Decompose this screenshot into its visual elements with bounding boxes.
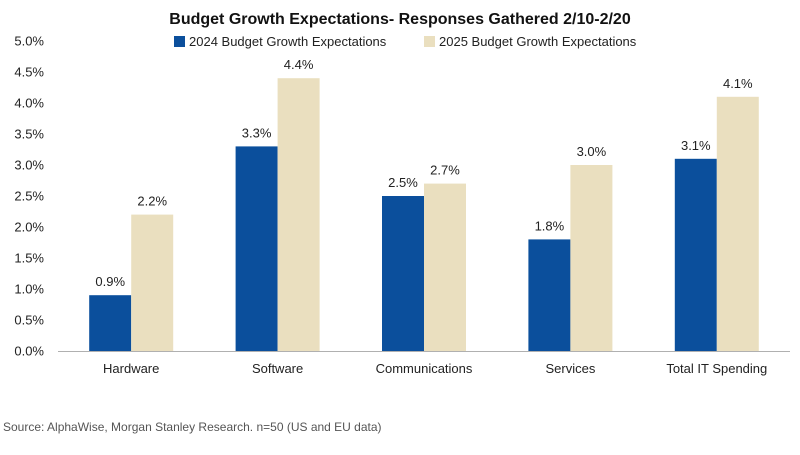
data-label: 2.2% (137, 194, 167, 209)
bar-2025-total-it-spending (716, 96, 759, 351)
data-label: 3.1% (681, 138, 711, 153)
legend-swatch-2024 (174, 36, 185, 47)
x-category-label: Services (545, 361, 595, 376)
source-note: Source: AlphaWise, Morgan Stanley Resear… (3, 420, 382, 434)
bar-2024-services (528, 239, 571, 351)
data-label: 4.4% (284, 57, 314, 72)
bar-2025-hardware (131, 214, 174, 351)
bar-2024-communications (382, 196, 424, 351)
y-tick-label: 2.0% (14, 220, 44, 235)
y-tick-label: 1.0% (14, 282, 44, 297)
bar-2024-total-it-spending (674, 158, 717, 351)
data-label: 4.1% (723, 76, 753, 91)
y-tick-label: 4.5% (14, 65, 44, 80)
x-category-label: Communications (376, 361, 473, 376)
x-category-label: Total IT Spending (666, 361, 767, 376)
y-tick-label: 0.5% (14, 313, 44, 328)
bars (89, 78, 759, 351)
bar-2025-software (277, 78, 320, 351)
data-label: 2.7% (430, 163, 460, 178)
bar-2024-hardware (89, 295, 132, 351)
y-tick-label: 3.5% (14, 127, 44, 142)
data-labels: 0.9% 2.2% 3.3% 4.4% 2.5% 2.7% 1.8% 3.0% 3.1% 4.1% (95, 57, 753, 289)
y-tick-label: 1.5% (14, 251, 44, 266)
data-label: 0.9% (95, 274, 125, 289)
bar-2025-communications (424, 183, 466, 351)
legend-label-2024: 2024 Budget Growth Expectations (189, 34, 387, 49)
y-tick-label: 3.0% (14, 158, 44, 173)
chart-title: Budget Growth Expectations- Responses Ga… (169, 11, 631, 28)
y-tick-label: 0.0% (14, 344, 44, 359)
y-axis: 0.0% 0.5% 1.0% 1.5% 2.0% 2.5% 3.0% 3.5% 4.0% 4.5%… (14, 34, 44, 359)
x-category-label: Software (252, 361, 303, 376)
y-tick-label: 2.5% (14, 189, 44, 204)
data-label: 2.5% (388, 175, 418, 190)
data-label: 3.0% (577, 144, 607, 159)
bar-2024-software (235, 146, 278, 351)
x-axis: Hardware Software Communications Services To… (58, 351, 790, 376)
legend-swatch-2025 (424, 36, 435, 47)
y-tick-label: 5.0% (14, 34, 44, 49)
legend-label-2025: 2025 Budget Growth Expectations (439, 34, 637, 49)
data-label: 1.8% (535, 218, 565, 233)
bar-2025-services (570, 165, 613, 351)
data-label: 3.3% (242, 125, 272, 140)
legend: 2024 Budget Growth Expectations 2025 Bud… (174, 34, 637, 49)
y-tick-label: 4.0% (14, 96, 44, 111)
x-category-label: Hardware (103, 361, 159, 376)
